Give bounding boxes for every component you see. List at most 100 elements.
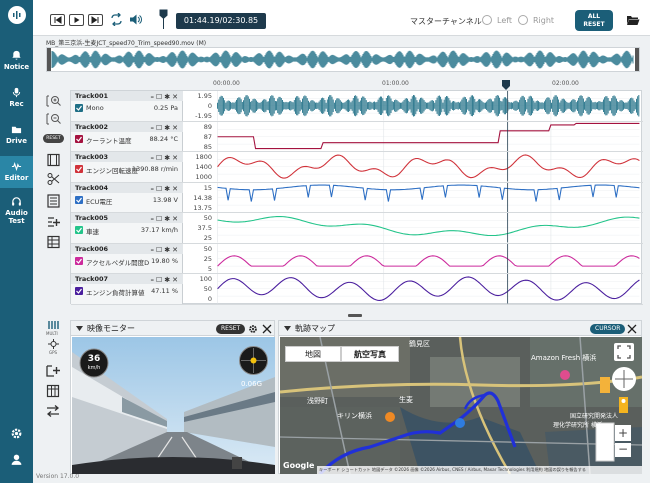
track-name: エンジン回転速度 (86, 167, 138, 175)
gear-icon[interactable]: ✱ (164, 245, 173, 254)
tab-satellite[interactable]: 航空写真 (341, 346, 399, 362)
zoom-reset-button[interactable]: RESET (43, 134, 64, 143)
gear-icon[interactable]: ✱ (164, 276, 173, 284)
scissors-icon[interactable] (45, 172, 62, 186)
track-visible-checkbox[interactable] (75, 195, 83, 204)
gear-icon[interactable]: ✱ (164, 215, 173, 223)
skip-end-button[interactable] (88, 14, 103, 26)
track-list-icon[interactable] (45, 194, 62, 208)
zoom-in-icon[interactable] (45, 94, 62, 108)
gear-icon[interactable] (10, 427, 23, 442)
cursor-button[interactable]: CURSOR (590, 324, 626, 334)
close-icon[interactable]: ✕ (172, 215, 180, 223)
sidebar-item-audio-test[interactable]: Audio Test (0, 196, 33, 225)
window-icon[interactable]: ☐ (155, 123, 165, 132)
zoom-out-map-button[interactable]: − (615, 443, 631, 457)
add-panel-icon[interactable] (45, 364, 61, 378)
playhead-marker-icon[interactable] (159, 9, 168, 29)
scale-mid: 50 (203, 285, 212, 293)
close-icon[interactable]: ✕ (172, 123, 180, 132)
left-channel-radio[interactable] (482, 15, 492, 25)
skip-start-button[interactable] (50, 14, 65, 26)
street-view-pegman-icon[interactable] (617, 397, 630, 413)
minimize-icon[interactable]: – (150, 215, 156, 223)
window-icon[interactable]: ☐ (155, 93, 165, 101)
track-plot[interactable] (214, 274, 643, 304)
swap-icon[interactable] (45, 404, 61, 418)
scale-min: -1.95 (195, 112, 212, 120)
overview-waveform[interactable] (46, 47, 640, 72)
track-visible-checkbox[interactable] (75, 256, 83, 265)
gear-icon[interactable]: ✱ (164, 123, 173, 132)
track-scale: 100 50 0 (184, 274, 214, 304)
track-plot[interactable] (214, 243, 643, 274)
window-icon[interactable]: ☐ (155, 245, 165, 254)
overview-handle-left[interactable] (47, 48, 51, 71)
close-icon[interactable]: ✕ (172, 93, 180, 101)
close-icon[interactable]: ✕ (172, 154, 180, 162)
track-plot[interactable] (214, 182, 643, 213)
user-icon[interactable] (10, 453, 23, 468)
collapse-triangle-icon[interactable] (76, 325, 83, 332)
track-signal-line (217, 122, 640, 149)
zoom-out-icon[interactable] (45, 112, 62, 126)
track-plot[interactable] (214, 91, 643, 121)
window-icon[interactable]: ☐ (155, 184, 165, 193)
minimize-icon[interactable]: – (150, 123, 156, 132)
window-icon[interactable]: ☐ (155, 154, 165, 162)
overview-handle-right[interactable] (635, 48, 639, 71)
minimize-icon[interactable]: – (150, 93, 156, 101)
minimize-icon[interactable]: – (150, 154, 156, 162)
grid-panel-icon[interactable] (45, 384, 61, 398)
track-visible-checkbox[interactable] (75, 226, 83, 234)
window-icon[interactable]: ☐ (155, 215, 165, 223)
dashcam-video-frame[interactable] (72, 337, 275, 474)
zoom-in-map-button[interactable]: + (615, 425, 631, 441)
track-visible-checkbox[interactable] (75, 134, 83, 143)
collapse-triangle-icon[interactable] (284, 325, 291, 332)
close-icon[interactable] (627, 324, 637, 334)
track-plot[interactable] (214, 152, 643, 182)
video-reset-button[interactable]: RESET (216, 324, 246, 334)
all-reset-button[interactable]: ALL RESET (575, 10, 613, 31)
gear-icon[interactable]: ✱ (164, 154, 173, 162)
right-channel-radio[interactable] (518, 15, 528, 25)
minimize-icon[interactable]: – (150, 184, 156, 193)
sidebar-item-notice[interactable]: Notice (0, 50, 33, 71)
app-logo-icon[interactable] (8, 6, 26, 24)
sidebar-item-editor[interactable]: Editor (0, 156, 33, 188)
close-icon[interactable]: ✕ (172, 245, 180, 254)
play-button[interactable] (69, 14, 84, 26)
playhead-handle-icon[interactable] (502, 80, 510, 91)
sidebar-item-rec[interactable]: Rec (0, 87, 33, 108)
track-visible-checkbox[interactable] (75, 104, 83, 112)
track-visible-checkbox[interactable] (75, 287, 83, 295)
tab-map[interactable]: 地図 (285, 346, 341, 362)
close-icon[interactable]: ✕ (172, 184, 180, 193)
loop-icon[interactable] (110, 13, 123, 26)
add-track-icon[interactable] (45, 215, 62, 229)
volume-icon[interactable] (129, 13, 142, 26)
track-plot[interactable] (214, 213, 643, 243)
gear-icon[interactable] (248, 324, 258, 334)
window-icon[interactable]: ☐ (155, 276, 165, 284)
track-plot[interactable] (214, 121, 643, 152)
track-id: Track007 (75, 275, 109, 283)
gps-icon[interactable] (48, 339, 59, 349)
folder-open-icon[interactable] (626, 14, 640, 26)
minimize-icon[interactable]: – (150, 276, 156, 284)
track-visible-checkbox[interactable] (75, 165, 83, 173)
sidebar-item-drive[interactable]: Drive (0, 124, 33, 145)
multi-label: MULTI (46, 331, 58, 336)
panel-splitter-handle[interactable] (348, 314, 362, 317)
fullscreen-map-button[interactable] (614, 343, 634, 361)
filmstrip-icon[interactable] (45, 153, 62, 167)
gear-icon[interactable]: ✱ (164, 93, 173, 101)
multi-view-icon[interactable] (47, 320, 61, 330)
close-icon[interactable] (262, 324, 272, 334)
minimize-icon[interactable]: – (150, 245, 156, 254)
map-pan-control[interactable] (612, 367, 636, 391)
table-view-icon[interactable] (45, 235, 62, 249)
gear-icon[interactable]: ✱ (164, 184, 173, 193)
close-icon[interactable]: ✕ (172, 276, 180, 284)
